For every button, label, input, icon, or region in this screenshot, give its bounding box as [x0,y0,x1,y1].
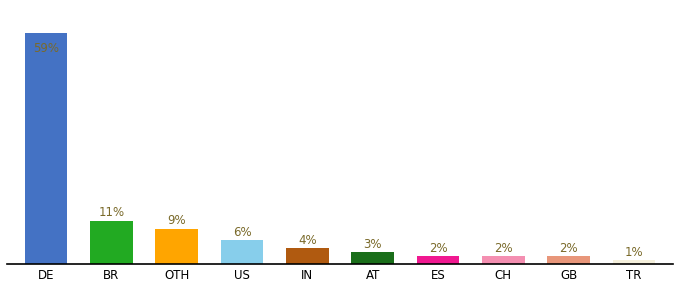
Text: 6%: 6% [233,226,252,239]
Bar [221,241,263,264]
Bar [24,32,67,264]
Bar [156,229,198,264]
Bar [547,256,590,264]
Text: 1%: 1% [625,245,643,259]
Bar [286,248,328,264]
Text: 9%: 9% [167,214,186,227]
Bar [352,252,394,264]
Text: 3%: 3% [363,238,382,251]
Text: 59%: 59% [33,42,59,55]
Bar [417,256,459,264]
Bar [90,221,133,264]
Text: 4%: 4% [298,234,317,247]
Bar [482,256,524,264]
Bar [613,260,656,264]
Text: 2%: 2% [494,242,513,255]
Text: 2%: 2% [428,242,447,255]
Text: 2%: 2% [560,242,578,255]
Text: 11%: 11% [99,206,124,219]
